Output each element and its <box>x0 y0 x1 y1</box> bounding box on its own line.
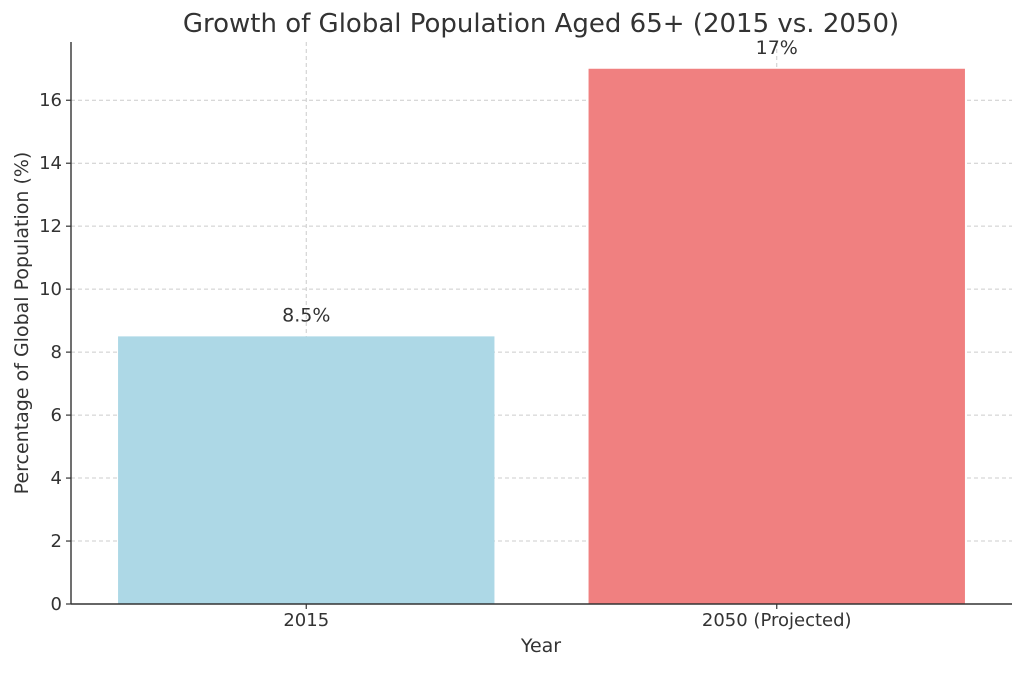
bar-value-label: 17% <box>756 37 798 59</box>
y-tick-label: 2 <box>51 531 62 552</box>
label-layer: 0 2 4 6 8 10 12 14 16 2015 2050 (Projected) 8.5% 17% <box>39 37 851 631</box>
y-tick-label: 0 <box>51 594 62 615</box>
bar-2 <box>588 68 965 604</box>
axis-layer <box>66 42 1012 609</box>
y-tick-label: 16 <box>39 90 62 111</box>
y-tick-label: 8 <box>51 342 62 363</box>
bar-1 <box>118 336 495 604</box>
x-axis-label: Year <box>520 635 561 657</box>
y-tick-label: 4 <box>51 468 62 489</box>
y-tick-label: 14 <box>39 153 62 174</box>
bar-layer <box>118 68 965 604</box>
bar-value-label: 8.5% <box>282 304 330 326</box>
x-tick-label: 2015 <box>283 610 329 631</box>
y-tick-label: 10 <box>39 279 62 300</box>
y-axis-label: Percentage of Global Population (%) <box>11 152 33 495</box>
chart-title: Growth of Global Population Aged 65+ (20… <box>183 9 899 39</box>
y-tick-label: 6 <box>51 405 62 426</box>
y-tick-label: 12 <box>39 216 62 237</box>
x-tick-label: 2050 (Projected) <box>702 610 852 631</box>
